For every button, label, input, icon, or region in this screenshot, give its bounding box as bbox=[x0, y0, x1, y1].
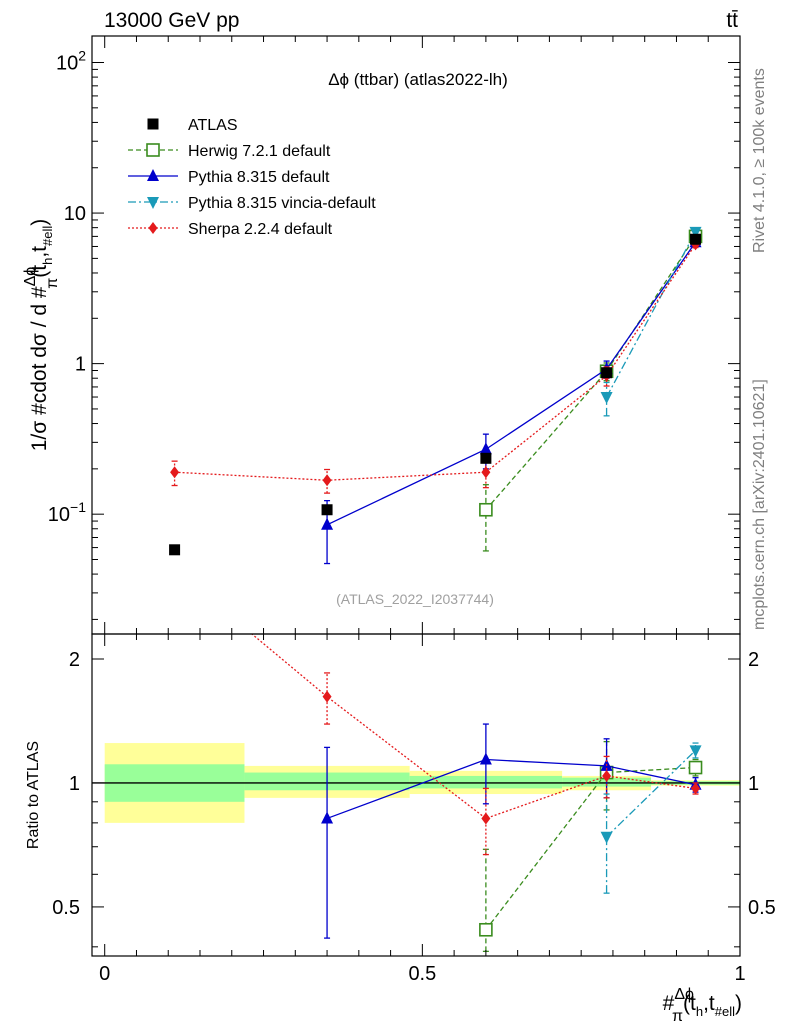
y-tick-label: 1 bbox=[75, 354, 86, 376]
chart-title: Δϕ (ttbar) (atlas2022-lh) bbox=[328, 70, 508, 89]
mcplots-label: mcplots.cern.ch [arXiv:2401.10621] bbox=[751, 379, 768, 630]
series-3-point bbox=[481, 466, 491, 479]
data-point bbox=[321, 504, 333, 516]
data-point bbox=[480, 452, 492, 464]
series-3-ratio-point bbox=[691, 782, 701, 795]
series-0-ratio-point bbox=[479, 922, 493, 937]
legend-marker bbox=[148, 222, 158, 234]
legend-label: Pythia 8.315 default bbox=[188, 169, 330, 186]
ratio-y-tick-label: 1 bbox=[69, 773, 80, 795]
legend: ATLAS Herwig 7.2.1 default Pythia 8.315 de… bbox=[128, 117, 376, 238]
legend-label: Pythia 8.315 vincia-default bbox=[188, 195, 376, 212]
y-tick-label: 10 bbox=[64, 203, 86, 225]
axes: 0 0.5 1 10−1 1 10 102 0.5 0.5 1 1 2 2 bbox=[48, 35, 776, 985]
series-3-ratio-point bbox=[322, 690, 332, 703]
main-panel-series bbox=[169, 226, 703, 565]
series-2-point bbox=[600, 392, 613, 405]
data-point bbox=[690, 233, 702, 245]
data-point bbox=[169, 544, 181, 556]
legend-label: ATLAS bbox=[188, 117, 238, 134]
legend-marker bbox=[146, 143, 160, 157]
series-0-line bbox=[485, 236, 697, 511]
svg-text:1/σ #cdot dσ / d #Δϕπ(th,t#ell: 1/σ #cdot dσ / d #Δϕ π(th,t#ell) bbox=[22, 219, 61, 452]
series-3-line bbox=[174, 243, 697, 481]
series-3-ratio-point bbox=[481, 812, 491, 825]
x-tick-label: 0.5 bbox=[408, 963, 436, 985]
x-tick-label: 0 bbox=[99, 963, 110, 985]
x-axis-label: #Δϕ π(th,t#ell) bbox=[663, 986, 742, 1024]
series-0-point bbox=[479, 502, 493, 517]
series-2-line bbox=[606, 231, 697, 398]
series-2-ratio-line bbox=[606, 749, 696, 838]
analysis-tag: (ATLAS_2022_I2037744) bbox=[336, 591, 494, 607]
series-1-line bbox=[326, 241, 697, 526]
header-right-label: tt̄ bbox=[726, 9, 738, 32]
ratio-y-axis-label: Ratio to ATLAS bbox=[25, 741, 42, 849]
legend-label: Herwig 7.2.1 default bbox=[188, 143, 331, 160]
x-tick-label: 1 bbox=[734, 963, 745, 985]
series-0-ratio-point bbox=[688, 760, 703, 775]
ratio-y-tick-label: 2 bbox=[69, 649, 80, 671]
series-0-ratio-line bbox=[485, 766, 696, 931]
series-3-point bbox=[170, 466, 180, 479]
series-3-ratio-line bbox=[250, 634, 696, 820]
rivet-version-label: Rivet 4.1.0, ≥ 100k events bbox=[751, 68, 768, 253]
ratio-y-tick-label-right: 2 bbox=[748, 649, 759, 671]
ratio-y-tick-label-right: 1 bbox=[748, 773, 759, 795]
series-2-ratio-point bbox=[600, 831, 613, 844]
series-2-ratio-point bbox=[689, 745, 702, 758]
ratio-uncertainty-bands bbox=[92, 743, 740, 823]
y-axis-label: 1/σ #cdot dσ / d #Δϕ π(th,t#ell) bbox=[22, 219, 61, 452]
header-left-label: 13000 GeV pp bbox=[104, 9, 239, 32]
legend-label: Sherpa 2.2.4 default bbox=[188, 221, 333, 238]
ratio-panel-series bbox=[170, 563, 703, 953]
series-2-point bbox=[689, 226, 702, 239]
series-1-ratio-point bbox=[479, 752, 492, 765]
series-3-point bbox=[322, 474, 332, 487]
series-1-ratio-line bbox=[326, 758, 696, 820]
series-3-ratio-point bbox=[170, 563, 179, 575]
series-1-ratio-point bbox=[321, 811, 334, 824]
y-tick-label: 10−1 bbox=[48, 499, 86, 526]
legend-marker bbox=[147, 169, 159, 181]
legend-marker bbox=[147, 118, 159, 130]
ratio-y-tick-label-right: 0.5 bbox=[748, 897, 776, 919]
data-point bbox=[601, 367, 613, 379]
y-tick-label: 102 bbox=[56, 48, 86, 75]
series-1-point bbox=[321, 517, 334, 530]
legend-marker bbox=[147, 197, 159, 209]
ratio-y-tick-label: 0.5 bbox=[52, 897, 80, 919]
ratio-frame bbox=[91, 633, 741, 957]
series-3-ratio-point bbox=[602, 769, 612, 782]
svg-text:#Δϕπ(th,t#ell): #Δϕ π(th,t#ell) bbox=[663, 986, 742, 1024]
series-1-point bbox=[479, 442, 492, 455]
